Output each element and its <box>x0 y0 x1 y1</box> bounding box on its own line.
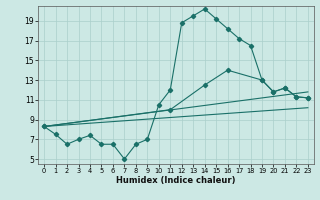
X-axis label: Humidex (Indice chaleur): Humidex (Indice chaleur) <box>116 176 236 185</box>
